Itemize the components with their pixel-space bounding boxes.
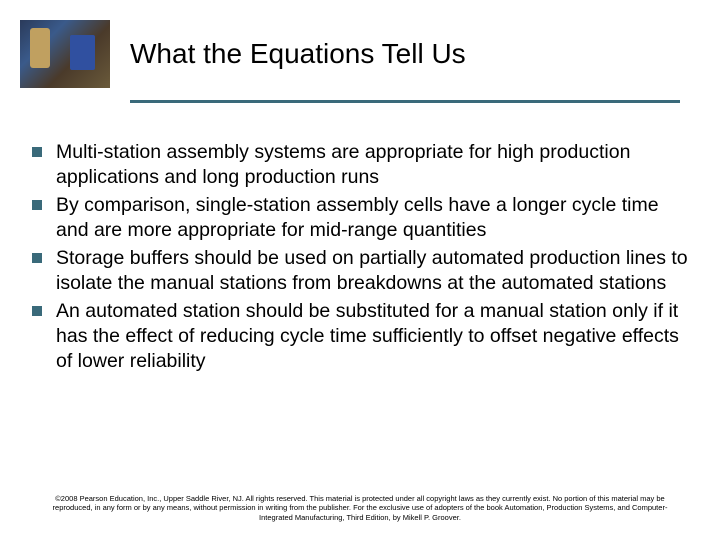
- slide-title: What the Equations Tell Us: [130, 38, 466, 70]
- copyright-footer: ©2008 Pearson Education, Inc., Upper Sad…: [40, 494, 680, 522]
- list-item: By comparison, single-station assembly c…: [32, 193, 688, 243]
- title-area: What the Equations Tell Us: [130, 20, 466, 70]
- list-item: Storage buffers should be used on partia…: [32, 246, 688, 296]
- title-underline: [130, 100, 680, 103]
- bullet-list: Multi-station assembly systems are appro…: [32, 140, 688, 374]
- slide-body: Multi-station assembly systems are appro…: [32, 140, 688, 377]
- slide-header: What the Equations Tell Us: [0, 0, 720, 88]
- list-item: Multi-station assembly systems are appro…: [32, 140, 688, 190]
- slide-thumbnail-image: [20, 20, 110, 88]
- list-item: An automated station should be substitut…: [32, 299, 688, 374]
